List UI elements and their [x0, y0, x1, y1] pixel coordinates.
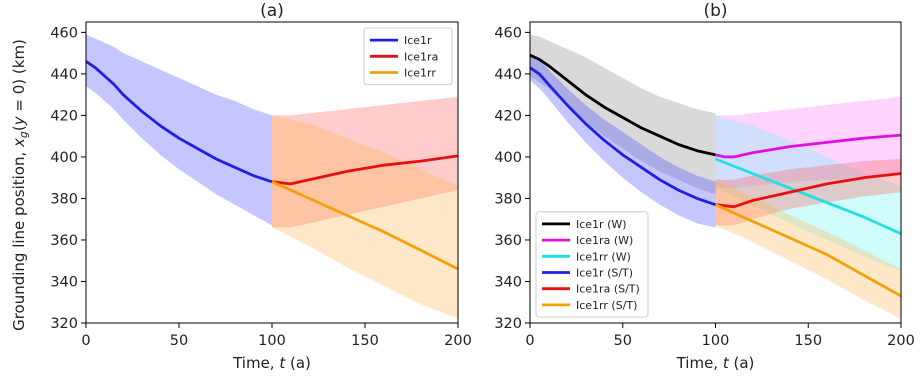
x-tick-label: 200: [444, 333, 472, 349]
x-axis-label: Time, t (a): [232, 354, 311, 372]
y-tick-label: 460: [494, 25, 522, 41]
y-tick-label: 460: [50, 25, 78, 41]
x-tick-label: 50: [614, 333, 632, 349]
legend-label-ice1ra: Ice1ra: [404, 50, 438, 63]
series-line-ice1ra-w: [715, 133, 902, 159]
band-ice1ra-w: [715, 96, 901, 189]
band-ice1rr-s-t: [715, 179, 901, 319]
y-tick-label: 360: [50, 233, 78, 249]
legend-label-ice1rr: Ice1rr: [404, 67, 436, 80]
band-ice1ra-s-t: [715, 159, 901, 226]
legend-box: [535, 211, 649, 318]
band-ice1r-w: [530, 34, 716, 195]
panel-a: 0 50 100 150 200 320 340 360 380 400 420 440 460 (a) T…: [50, 1, 472, 372]
y-tick-label: 440: [50, 67, 78, 83]
legend-label-ice1ra-s-t: Ice1ra (S/T): [576, 283, 640, 296]
y-axis-label: Grounding line position, xg(y = 0) (km): [10, 39, 30, 331]
y-tick-label: 320: [494, 316, 522, 332]
legend-label-ice1r: Ice1r: [404, 34, 432, 47]
series-line-ice1rr-s-t: [714, 203, 902, 298]
x-tick-label: 150: [351, 333, 379, 349]
series-line-ice1ra: [271, 154, 459, 186]
y-tick-label: 440: [494, 67, 522, 83]
series-line-ice1ra-s-t: [715, 172, 902, 209]
panel-b: 0 50 100 150 200 320 340 360 380 400 420 440 460 (b) T…: [494, 1, 915, 372]
x-tick-label: 100: [702, 333, 730, 349]
y-tick-label: 400: [494, 150, 522, 166]
panel-title: (b): [703, 1, 727, 21]
y-tick-label: 340: [50, 274, 78, 290]
x-tick-label: 50: [170, 333, 188, 349]
series-line-ice1rr: [271, 180, 459, 271]
band-ice1r: [86, 34, 272, 226]
series-line-ice1r-s-t: [529, 66, 716, 207]
y-tick-label: 340: [494, 274, 522, 290]
band-ice1ra: [272, 96, 458, 228]
y-tick-label: 420: [494, 108, 522, 124]
legend-label-ice1r-w: Ice1r (W): [576, 218, 627, 231]
legend-label-ice1ra-w: Ice1ra (W): [576, 234, 633, 247]
y-tick-label: 380: [50, 191, 78, 207]
legend: Ice1r Ice1ra Ice1rr: [363, 27, 453, 86]
y-tick-label: 400: [50, 150, 78, 166]
legend-label-ice1rr-w: Ice1rr (W): [576, 250, 631, 263]
x-tick-label: 150: [794, 333, 822, 349]
band-ice1rr-w: [715, 115, 901, 272]
y-tick-label: 360: [494, 233, 522, 249]
panel-title: (a): [260, 1, 284, 21]
x-tick-label: 100: [258, 333, 286, 349]
x-axis-label: Time, t (a): [676, 354, 755, 372]
y-tick-label: 380: [494, 191, 522, 207]
legend-label-ice1r-s-t: Ice1r (S/T): [576, 267, 633, 280]
y-tick-label: 320: [50, 316, 78, 332]
series-line-ice1r: [85, 60, 273, 184]
x-tick-label: 0: [525, 333, 534, 349]
band-ice1rr: [272, 115, 458, 319]
series-line-ice1rr-w: [714, 157, 902, 235]
legend: Ice1r (W) Ice1ra (W) Ice1rr (W) Ice1r (S/T)…: [535, 211, 649, 318]
y-tick-label: 420: [50, 108, 78, 124]
x-tick-label: 200: [887, 333, 915, 349]
legend-label-ice1rr-s-t: Ice1rr (S/T): [576, 299, 637, 312]
series-line-ice1r-w: [529, 53, 716, 157]
x-tick-label: 0: [81, 333, 90, 349]
legend-box: [363, 27, 453, 86]
